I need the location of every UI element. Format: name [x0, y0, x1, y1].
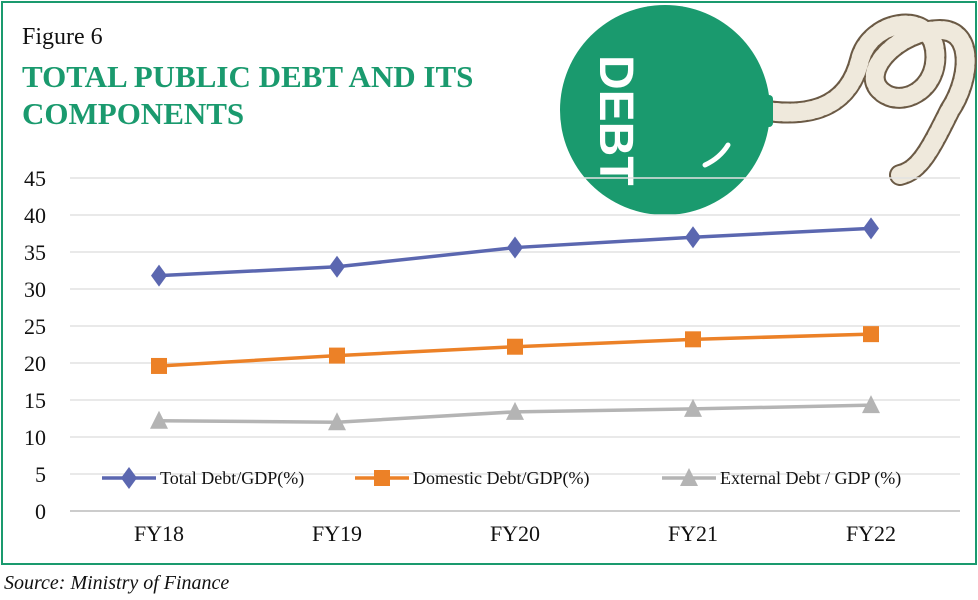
data-point-square	[374, 470, 390, 486]
illustration-text: DEBT	[589, 55, 642, 186]
data-point-triangle	[684, 398, 702, 417]
data-point-diamond	[121, 467, 137, 489]
chart-title: TOTAL PUBLIC DEBT AND ITS COMPONENTS	[22, 59, 474, 131]
data-point-triangle	[506, 401, 524, 420]
data-point-triangle	[862, 395, 880, 414]
y-tick-label: 10	[24, 425, 46, 450]
data-point-square	[151, 357, 167, 374]
series-diamond	[151, 217, 879, 287]
x-tick-label: FY22	[846, 521, 896, 546]
data-point-diamond	[507, 236, 523, 259]
x-tick-label: FY21	[668, 521, 718, 546]
data-point-square	[329, 347, 345, 364]
legend-label: Domestic Debt/GDP(%)	[413, 468, 589, 489]
figure-frame	[1, 1, 977, 565]
legend-label: Total Debt/GDP(%)	[160, 468, 304, 489]
data-point-triangle	[680, 468, 698, 486]
legend-item: External Debt / GDP (%)	[662, 468, 901, 489]
legend-label: External Debt / GDP (%)	[720, 468, 901, 489]
data-point-diamond	[863, 217, 879, 240]
data-point-square	[863, 326, 879, 343]
y-tick-label: 40	[24, 203, 46, 228]
y-tick-label: 15	[24, 388, 46, 413]
figure-label: Figure 6	[22, 24, 103, 50]
x-tick-label: FY18	[134, 521, 184, 546]
series-triangle	[150, 395, 880, 431]
data-point-diamond	[685, 226, 701, 249]
y-tick-label: 30	[24, 277, 46, 302]
y-tick-label: 25	[24, 314, 46, 339]
y-tick-label: 45	[24, 166, 46, 191]
y-tick-label: 5	[35, 462, 46, 487]
series-square	[151, 326, 879, 374]
data-point-triangle	[328, 412, 346, 431]
data-point-diamond	[151, 264, 167, 287]
data-point-square	[507, 338, 523, 355]
y-tick-label: 20	[24, 351, 46, 376]
y-tick-label: 0	[35, 499, 46, 524]
x-tick-label: FY19	[312, 521, 362, 546]
legend-item: Domestic Debt/GDP(%)	[355, 468, 589, 489]
data-point-triangle	[150, 410, 168, 429]
y-tick-label: 35	[24, 240, 46, 265]
data-point-diamond	[329, 255, 345, 278]
source-note: Source: Ministry of Finance	[4, 572, 230, 594]
debt-ball-illustration: DEBT	[560, 5, 977, 215]
legend-item: Total Debt/GDP(%)	[102, 467, 304, 489]
x-tick-label: FY20	[490, 521, 540, 546]
data-point-square	[685, 331, 701, 348]
